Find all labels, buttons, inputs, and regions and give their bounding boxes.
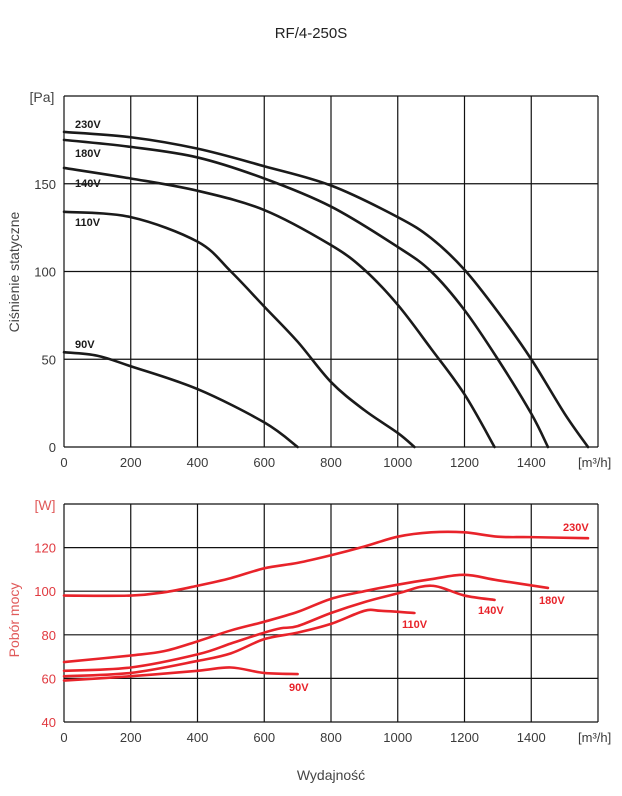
- power-curve-180v: [62, 573, 550, 664]
- pressure-y-tick-label: 150: [34, 177, 56, 192]
- power-x-unit-label: [m³/h]: [578, 730, 611, 745]
- power-curve-230v: [62, 530, 590, 598]
- power-curve-110v: [62, 608, 416, 678]
- power-series-label-180v: 180V: [539, 595, 565, 607]
- pressure-y-tick-label: 50: [42, 352, 56, 367]
- power-x-tick-label: 800: [320, 730, 342, 745]
- pressure-series-label-140v: 140V: [75, 178, 101, 190]
- pressure-series-label-230v: 230V: [75, 119, 101, 131]
- power-y-tick-label: 120: [34, 541, 56, 556]
- power-x-tick-label: 400: [187, 730, 209, 745]
- pressure-x-tick-label: 0: [60, 455, 67, 470]
- pressure-x-tick-label: 400: [187, 455, 209, 470]
- power-y-tick-label: 100: [34, 584, 56, 599]
- power-x-tick-label: 1400: [517, 730, 546, 745]
- power-series-label-140v: 140V: [478, 605, 504, 617]
- power-unit-label: [W]: [35, 497, 56, 513]
- power-x-tick-label: 200: [120, 730, 142, 745]
- pressure-x-unit-label: [m³/h]: [578, 455, 611, 470]
- pressure-axis-title: Ciśnienie statyczne: [6, 211, 22, 332]
- power-series-label-110v: 110V: [402, 619, 428, 631]
- pressure-x-tick-label: 800: [320, 455, 342, 470]
- pressure-series-label-90v: 90V: [75, 339, 95, 351]
- power-axis-title: Pobór mocy: [6, 583, 22, 658]
- power-series-label-90v: 90V: [289, 682, 309, 694]
- pressure-x-tick-label: 1000: [383, 455, 412, 470]
- power-x-tick-label: 1200: [450, 730, 479, 745]
- power-curve-140v: [62, 584, 496, 673]
- power-x-tick-label: 600: [253, 730, 275, 745]
- pressure-series-label-110v: 110V: [75, 217, 101, 229]
- power-x-tick-label: 1000: [383, 730, 412, 745]
- power-series-label-230v: 230V: [563, 522, 589, 534]
- power-x-tick-label: 0: [60, 730, 67, 745]
- power-y-tick-label: 40: [42, 715, 56, 730]
- pressure-unit-label: [Pa]: [30, 89, 55, 105]
- pressure-curve-140v: [62, 166, 496, 449]
- pressure-x-tick-label: 1200: [450, 455, 479, 470]
- power-y-tick-label: 60: [42, 671, 56, 686]
- pressure-x-tick-label: 200: [120, 455, 142, 470]
- x-axis-title: Wydajność: [297, 767, 365, 783]
- power-y-tick-label: 80: [42, 628, 56, 643]
- pressure-series-label-180v: 180V: [75, 148, 101, 160]
- pressure-curve-230v: [62, 130, 590, 449]
- pressure-curve-90v: [62, 350, 299, 449]
- pressure-y-tick-label: 100: [34, 265, 56, 280]
- pressure-curve-110v: [62, 210, 416, 449]
- chart-title: RF/4-250S: [275, 25, 348, 42]
- pressure-curve-180v: [62, 138, 550, 449]
- power-curve-90v: [62, 666, 299, 682]
- pressure-x-tick-label: 600: [253, 455, 275, 470]
- pressure-x-tick-label: 1400: [517, 455, 546, 470]
- pressure-y-tick-label: 0: [49, 440, 56, 455]
